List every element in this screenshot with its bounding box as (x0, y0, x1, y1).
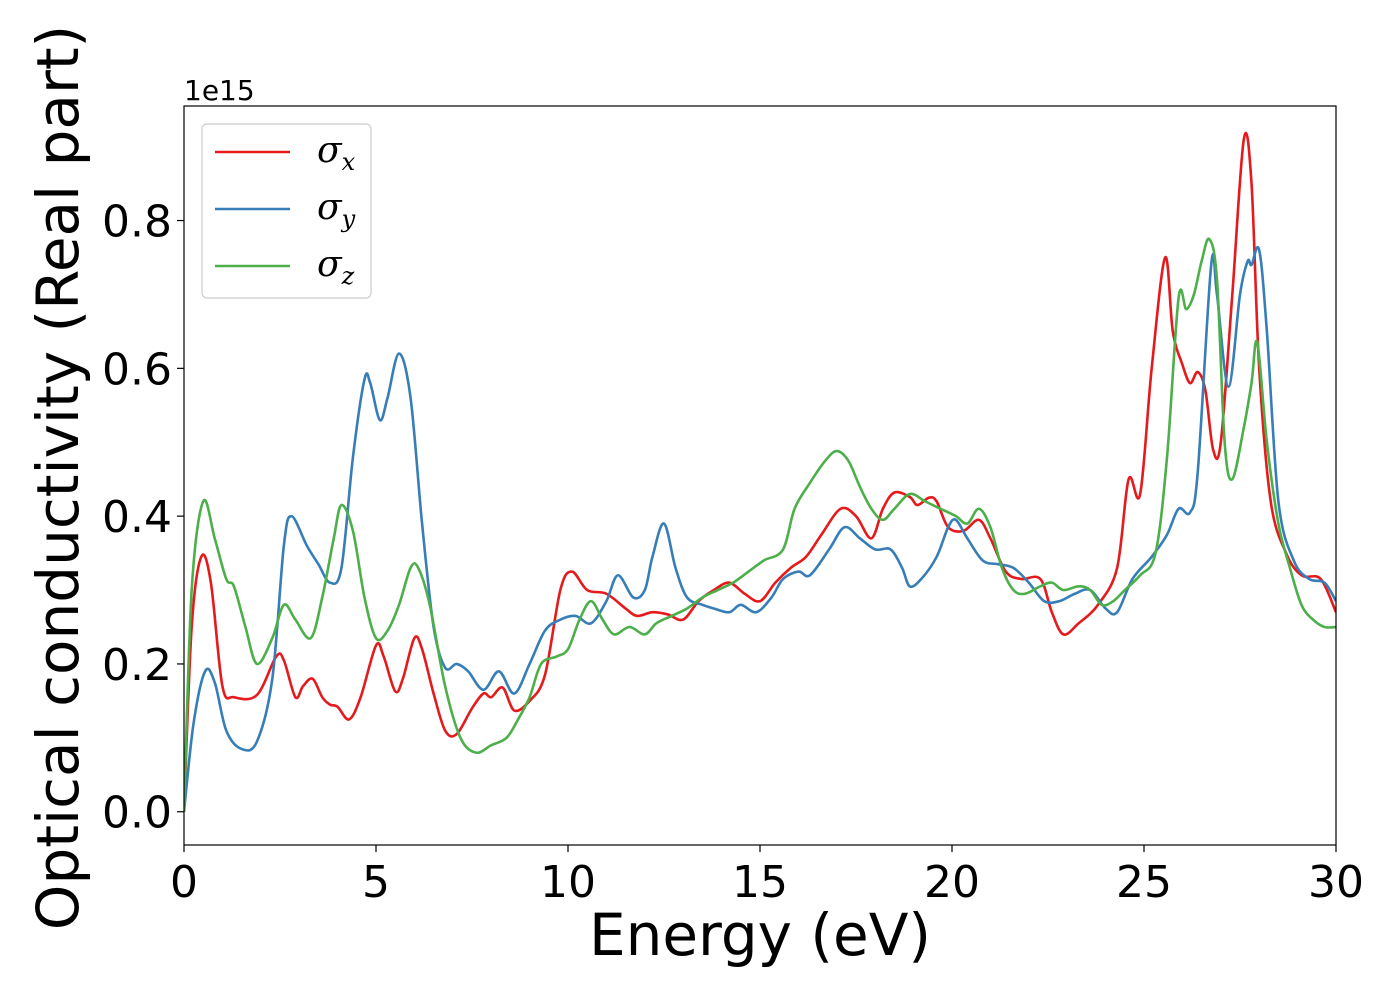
x-axis-label: Energy (eV) (589, 901, 931, 969)
x-tick-label: 15 (732, 857, 788, 908)
legend-label-sigma-y: σy (317, 187, 356, 233)
x-tick-label: 0 (170, 857, 198, 908)
x-tick-label: 30 (1308, 857, 1364, 908)
y-tick-label: 0.2 (102, 640, 172, 691)
y-tick-label: 0.6 (102, 344, 172, 395)
x-axis-ticks: 0 5 10 15 20 25 30 (170, 845, 1364, 908)
x-tick-label: 25 (1116, 857, 1172, 908)
series-line-sigma-z (184, 237, 1336, 812)
series-layer (184, 131, 1336, 812)
y-tick-label: 0.4 (102, 492, 172, 543)
legend-symbol: σ (317, 244, 343, 285)
legend-subscript: x (342, 148, 356, 176)
legend-label-sigma-x: σx (317, 130, 356, 176)
series-line-sigma-y (184, 246, 1336, 812)
y-tick-label: 0.8 (102, 197, 172, 248)
legend-subscript: y (341, 205, 356, 233)
legend-box (201, 123, 372, 299)
x-tick-label: 20 (924, 857, 980, 908)
series-line-sigma-x (184, 131, 1336, 812)
y-axis-label: Optical conductivity (Real part) (24, 25, 92, 930)
legend-label-sigma-z: σz (317, 244, 355, 290)
legend-symbol: σ (317, 130, 343, 171)
y-offset-text: 1e15 (184, 74, 255, 107)
x-tick-label: 5 (362, 857, 390, 908)
x-tick-label: 10 (540, 857, 596, 908)
y-axis-ticks: 0.0 0.2 0.4 0.6 0.8 (102, 197, 184, 839)
legend-subscript: z (341, 262, 355, 290)
legend-symbol: σ (317, 187, 343, 228)
y-tick-label: 0.0 (102, 788, 172, 839)
